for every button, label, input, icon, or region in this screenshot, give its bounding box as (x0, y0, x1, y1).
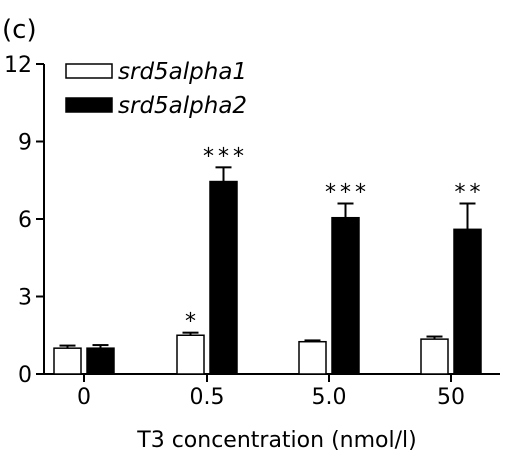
bar-srd5alpha2-5.0 (331, 216, 360, 375)
bar-srd5alpha2-50 (453, 228, 482, 375)
significance-label: *** (203, 144, 248, 169)
significance-label: ** (455, 181, 485, 206)
significance-label: *** (325, 181, 370, 206)
bar-srd5alpha1-0 (53, 347, 82, 375)
x-tick-label: 0 (77, 385, 91, 410)
y-ticks: 0 3 6 9 12 (4, 53, 44, 388)
legend-swatch-srd5alpha2 (65, 97, 113, 113)
bar-srd5alpha1-0.5 (176, 334, 205, 375)
x-tick-label: 0.5 (190, 385, 225, 410)
y-tick-label: 12 (4, 53, 32, 78)
y-tick-label: 6 (18, 208, 32, 233)
bar-srd5alpha1-50 (420, 338, 449, 375)
y-tick-label: 3 (18, 286, 32, 311)
x-tick-label: 50 (437, 385, 465, 410)
significance-label: * (185, 310, 200, 335)
x-tick-label: 5.0 (312, 385, 347, 410)
error-bars (59, 166, 476, 349)
bars (53, 180, 482, 375)
x-axis-title: T3 concentration (nmol/l) (136, 428, 416, 453)
legend-swatch-srd5alpha1 (65, 63, 113, 79)
legend-label-srd5alpha2: srd5alpha2 (118, 93, 247, 119)
y-tick-label: 9 (18, 131, 32, 156)
y-tick-label: 0 (18, 363, 32, 388)
x-ticks: 0 0.5 5.0 50 (77, 374, 465, 410)
bar-srd5alpha2-0 (86, 347, 115, 375)
significance-labels: ******* ** (185, 144, 485, 335)
bar-srd5alpha2-0.5 (209, 180, 238, 375)
bar-srd5alpha1-5.0 (298, 340, 327, 375)
legend-label-srd5alpha1: srd5alpha1 (118, 59, 247, 85)
legend: srd5alpha1 srd5alpha2 (65, 59, 247, 119)
panel-label: (c) (2, 15, 37, 45)
